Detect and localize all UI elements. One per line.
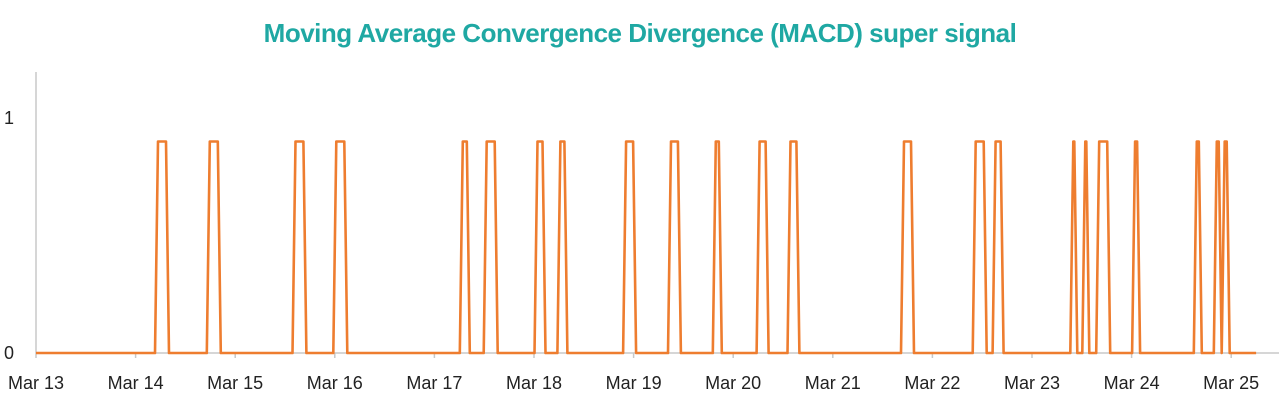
x-tick-label: Mar 15 <box>207 373 263 393</box>
x-tick-label: Mar 13 <box>8 373 64 393</box>
series <box>36 140 1257 355</box>
x-tick-label: Mar 25 <box>1203 373 1259 393</box>
x-tick-label: Mar 21 <box>805 373 861 393</box>
x-tick-label: Mar 20 <box>705 373 761 393</box>
x-tick-label: Mar 24 <box>1104 373 1160 393</box>
signal-pulse <box>158 142 167 354</box>
axes <box>35 72 1279 358</box>
signal-pulse <box>975 142 984 354</box>
x-tick-label: Mar 18 <box>506 373 562 393</box>
signal-series-line <box>36 140 1257 355</box>
x-tick-label: Mar 14 <box>108 373 164 393</box>
x-tick-label: Mar 19 <box>606 373 662 393</box>
y-tick-label: 0 <box>4 343 14 363</box>
y-tick-label: 1 <box>4 108 14 128</box>
x-tick-label: Mar 17 <box>406 373 462 393</box>
tick-labels: Mar 13 Mar 14 Mar 15 Mar 16 Mar 17 Mar 18 Mar … <box>4 108 1259 393</box>
x-tick-label: Mar 23 <box>1004 373 1060 393</box>
x-tick-label: Mar 16 <box>307 373 363 393</box>
chart-title: Moving Average Convergence Divergence (M… <box>263 18 1017 48</box>
x-tick-label: Mar 22 <box>904 373 960 393</box>
